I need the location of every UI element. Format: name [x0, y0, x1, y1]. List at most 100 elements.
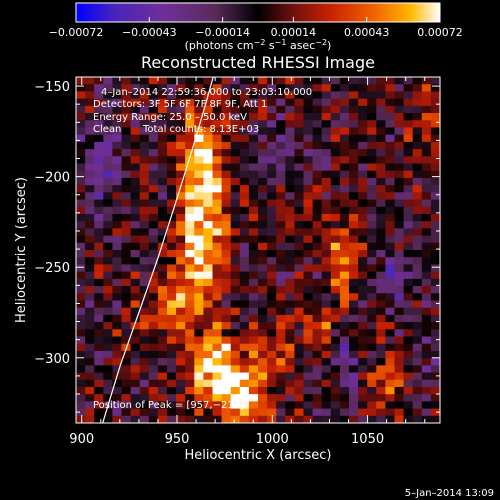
- heatmap-cell: [339, 408, 350, 417]
- heatmap-cell: [121, 228, 132, 237]
- heatmap-cell: [194, 177, 204, 186]
- heatmap-cell: [385, 228, 396, 237]
- heatmap-cell: [349, 343, 359, 352]
- heatmap-cell: [430, 91, 440, 100]
- heatmap-cell: [112, 105, 123, 114]
- heatmap-cell: [203, 141, 214, 150]
- heatmap-cell: [321, 134, 332, 143]
- heatmap-cell: [94, 170, 104, 179]
- heatmap-cell: [358, 149, 368, 157]
- heatmap-cell: [221, 113, 232, 121]
- heatmap-cell: [167, 84, 177, 93]
- heatmap-cell: [148, 336, 159, 345]
- colorbar-tick-label: 0.00043: [344, 26, 390, 39]
- heatmap-cell: [312, 206, 323, 215]
- heatmap-cell: [385, 358, 396, 366]
- heatmap-cell: [403, 257, 414, 266]
- heatmap-cell: [167, 365, 177, 374]
- heatmap-cell: [221, 185, 232, 193]
- heatmap-cell: [376, 264, 386, 273]
- heatmap-cell: [339, 120, 350, 129]
- heatmap-cell: [239, 394, 250, 402]
- heatmap-cell: [185, 170, 195, 179]
- heatmap-cell: [148, 206, 159, 215]
- heatmap-cell: [103, 271, 113, 280]
- heatmap-cell: [367, 141, 377, 150]
- heatmap-cell: [367, 242, 377, 251]
- heatmap-cell: [412, 271, 423, 280]
- heatmap-cell: [194, 408, 204, 417]
- heatmap-cell: [203, 235, 214, 244]
- heatmap-cell: [330, 192, 341, 201]
- heatmap-cell: [176, 105, 186, 114]
- heatmap-cell: [294, 307, 305, 316]
- heatmap-cell: [403, 343, 414, 352]
- heatmap-cell: [258, 336, 268, 345]
- heatmap-cell: [194, 192, 204, 201]
- heatmap-cell: [349, 170, 359, 179]
- heatmap-cell: [412, 185, 423, 193]
- heatmap-cell: [121, 134, 132, 143]
- heatmap-cell: [248, 242, 259, 251]
- heatmap-cell: [376, 314, 386, 323]
- heatmap-cell: [130, 213, 141, 222]
- heatmap-cell: [221, 199, 232, 208]
- heatmap-cell: [248, 386, 259, 395]
- heatmap-cell: [394, 120, 405, 129]
- heatmap-cell: [376, 408, 386, 417]
- heatmap-cell: [76, 149, 86, 157]
- heatmap-cell: [412, 177, 423, 186]
- heatmap-cell: [94, 127, 104, 136]
- heatmap-cell: [194, 307, 204, 316]
- heatmap-cell: [367, 156, 377, 165]
- heatmap-cell: [130, 379, 141, 388]
- heatmap-cell: [267, 127, 277, 136]
- heatmap-cell: [285, 336, 295, 345]
- heatmap-cell: [412, 149, 423, 157]
- heatmap-cell: [212, 113, 223, 121]
- heatmap-cell: [148, 300, 159, 309]
- heatmap-cell: [267, 113, 277, 121]
- heatmap-cell: [385, 91, 396, 100]
- heatmap-cell: [312, 394, 323, 402]
- heatmap-cell: [294, 257, 305, 266]
- heatmap-cell: [339, 415, 350, 423]
- heatmap-cell: [285, 199, 295, 208]
- heatmap-cell: [339, 156, 350, 165]
- heatmap-cell: [358, 257, 368, 266]
- heatmap-cell: [267, 192, 277, 201]
- heatmap-cell: [185, 163, 195, 172]
- heatmap-cell: [276, 127, 286, 136]
- heatmap-cell: [412, 264, 423, 273]
- heatmap-cell: [221, 286, 232, 294]
- heatmap-cell: [176, 322, 186, 330]
- heatmap-cell: [85, 278, 95, 287]
- heatmap-cell: [330, 314, 341, 323]
- heatmap-cell: [321, 300, 332, 309]
- heatmap-cell: [130, 199, 141, 208]
- heatmap-cell: [294, 293, 305, 302]
- heatmap-cell: [94, 264, 104, 273]
- heatmap-cell: [185, 300, 195, 309]
- heatmap-cell: [349, 257, 359, 266]
- heatmap-cell: [403, 286, 414, 294]
- heatmap-cell: [167, 314, 177, 323]
- heatmap-cell: [130, 386, 141, 395]
- heatmap-cell: [194, 235, 204, 244]
- heatmap-cell: [285, 113, 295, 121]
- heatmap-cell: [285, 293, 295, 302]
- heatmap-cell: [185, 84, 195, 93]
- heatmap-cell: [430, 336, 440, 345]
- heatmap-cell: [221, 170, 232, 179]
- heatmap-cell: [321, 408, 332, 417]
- heatmap-cell: [267, 408, 277, 417]
- heatmap-cell: [321, 336, 332, 345]
- heatmap-cell: [321, 98, 332, 107]
- heatmap-cell: [194, 401, 204, 410]
- heatmap-cell: [430, 192, 440, 201]
- heatmap-cell: [430, 264, 440, 273]
- heatmap-cell: [430, 300, 440, 309]
- heatmap-cell: [157, 213, 168, 222]
- heatmap-cell: [103, 250, 113, 258]
- heatmap-cell: [94, 300, 104, 309]
